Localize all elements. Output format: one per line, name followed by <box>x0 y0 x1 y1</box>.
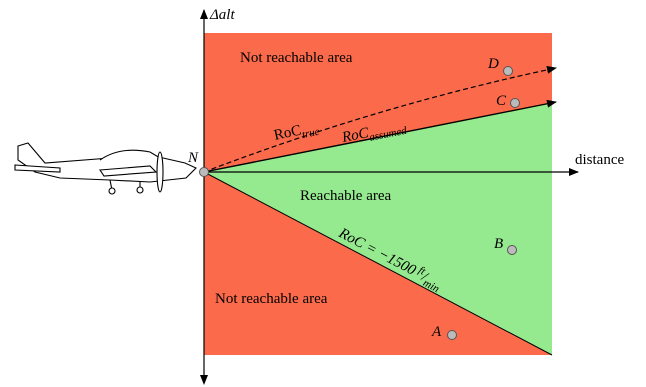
region-label: Not reachable area <box>215 291 328 307</box>
origin-point <box>200 168 209 177</box>
point-label: A <box>431 324 442 340</box>
point-label: D <box>487 56 499 72</box>
region-label: Reachable area <box>300 188 392 204</box>
point-label: C <box>496 93 507 109</box>
point-c <box>511 99 520 108</box>
x-axis-label: distance <box>575 152 624 168</box>
point-d <box>504 67 513 76</box>
y-axis-label: Δalt <box>209 7 235 23</box>
diagram: Δalt distance N Not reachable area Reach… <box>0 0 646 387</box>
point-b <box>508 246 517 255</box>
origin-label: N <box>187 150 199 166</box>
point-a <box>448 331 457 340</box>
region-label: Not reachable area <box>240 50 353 66</box>
point-label: B <box>494 236 503 252</box>
aircraft-icon <box>15 143 196 194</box>
